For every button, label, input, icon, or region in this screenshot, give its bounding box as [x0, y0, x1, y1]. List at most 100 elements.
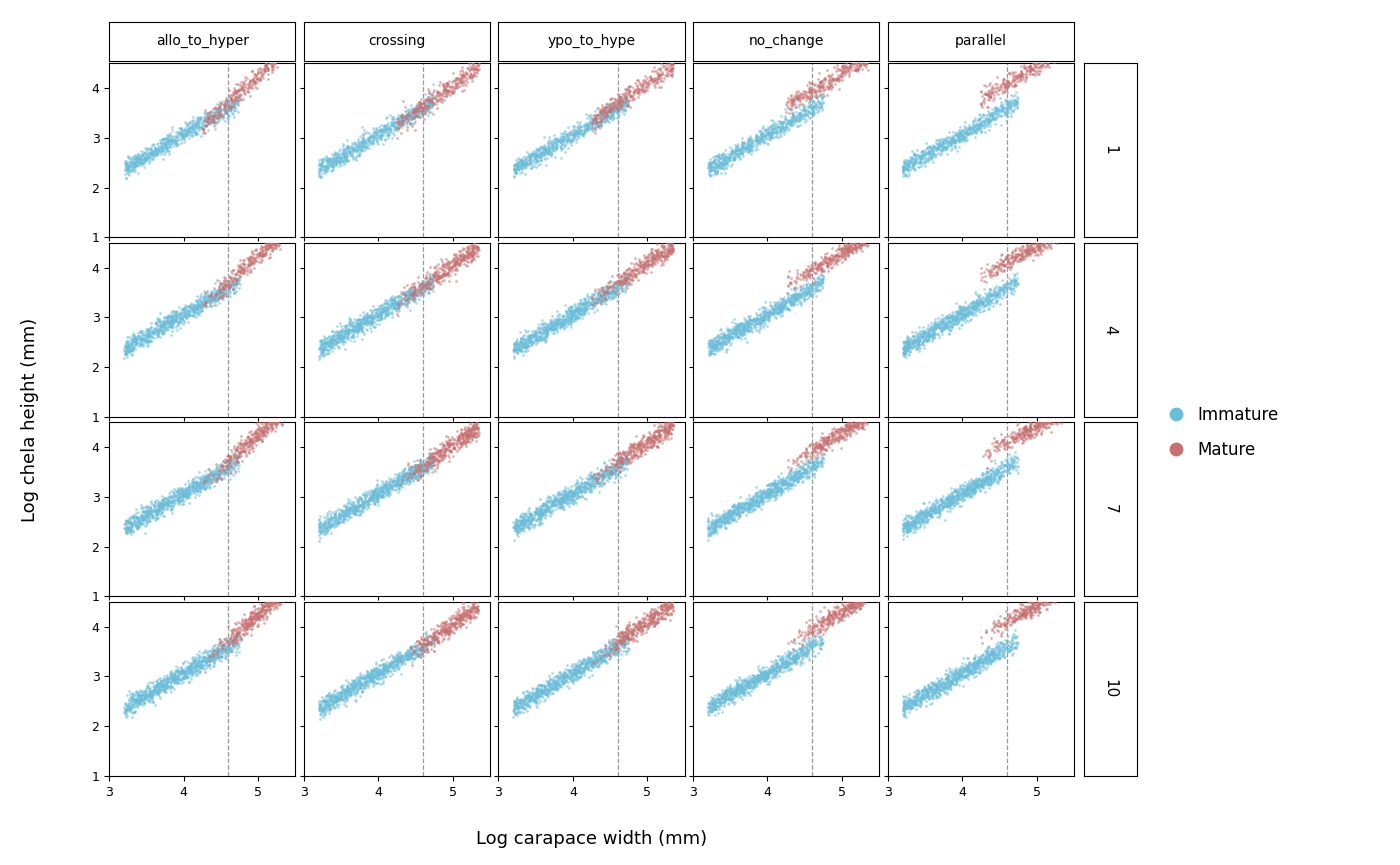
- Point: [552, 668, 574, 682]
- Point: [902, 696, 924, 710]
- Point: [774, 120, 797, 134]
- Point: [916, 505, 938, 519]
- Point: [440, 444, 462, 458]
- Point: [430, 622, 452, 636]
- Point: [617, 636, 640, 650]
- Point: [1014, 601, 1036, 615]
- Point: [897, 696, 920, 710]
- Point: [553, 671, 575, 685]
- Point: [721, 332, 743, 346]
- Point: [241, 432, 263, 446]
- Point: [942, 131, 965, 145]
- Point: [113, 344, 136, 358]
- Point: [309, 333, 332, 347]
- Point: [843, 423, 865, 437]
- Point: [707, 334, 729, 348]
- Point: [979, 478, 1001, 492]
- Point: [832, 420, 854, 434]
- Point: [837, 248, 860, 262]
- Point: [367, 487, 389, 501]
- Point: [941, 674, 963, 688]
- Point: [991, 258, 1014, 272]
- Point: [638, 612, 661, 625]
- Point: [840, 606, 862, 620]
- Point: [266, 42, 288, 56]
- Point: [420, 451, 442, 465]
- Point: [945, 484, 967, 498]
- Point: [577, 477, 599, 491]
- Point: [211, 281, 234, 295]
- Point: [844, 234, 867, 247]
- Point: [963, 120, 986, 134]
- Point: [132, 688, 154, 702]
- Point: [931, 680, 953, 694]
- Point: [608, 96, 630, 110]
- Point: [1011, 253, 1033, 266]
- Point: [396, 647, 419, 661]
- Point: [956, 308, 979, 322]
- Point: [521, 512, 543, 526]
- Point: [143, 502, 165, 516]
- Point: [575, 655, 598, 669]
- Point: [169, 311, 192, 324]
- Point: [938, 131, 960, 145]
- Point: [804, 629, 826, 643]
- Point: [524, 147, 546, 161]
- Point: [125, 692, 147, 706]
- Point: [204, 110, 227, 124]
- Point: [507, 343, 529, 357]
- Point: [535, 500, 557, 514]
- Point: [647, 61, 669, 75]
- Point: [707, 515, 729, 529]
- Point: [553, 131, 575, 145]
- Point: [722, 320, 745, 334]
- Point: [312, 164, 335, 178]
- Point: [176, 121, 199, 135]
- Point: [1004, 640, 1026, 654]
- Point: [634, 618, 657, 632]
- Point: [529, 330, 552, 344]
- Point: [700, 160, 722, 174]
- Point: [396, 477, 419, 490]
- Point: [210, 109, 232, 123]
- Point: [962, 302, 984, 316]
- Point: [704, 517, 727, 531]
- Point: [391, 657, 413, 671]
- Point: [833, 431, 855, 445]
- Point: [543, 316, 566, 330]
- Point: [255, 59, 277, 73]
- Point: [249, 432, 272, 446]
- Point: [115, 340, 137, 354]
- Point: [424, 260, 447, 273]
- Point: [134, 154, 157, 168]
- Point: [917, 153, 939, 167]
- Point: [736, 502, 759, 516]
- Point: [433, 267, 455, 281]
- Point: [374, 121, 396, 135]
- Point: [853, 414, 875, 428]
- Point: [715, 689, 738, 702]
- Point: [162, 675, 185, 689]
- Point: [574, 292, 596, 305]
- Point: [749, 311, 771, 325]
- Point: [937, 670, 959, 684]
- Point: [710, 336, 732, 350]
- Point: [463, 603, 486, 617]
- Point: [269, 401, 291, 415]
- Point: [998, 447, 1021, 461]
- Point: [1036, 594, 1058, 608]
- Point: [413, 284, 435, 298]
- Point: [659, 418, 682, 432]
- Point: [704, 340, 727, 354]
- Point: [594, 296, 616, 310]
- Point: [195, 470, 217, 484]
- Point: [311, 339, 333, 353]
- Point: [181, 480, 203, 494]
- Point: [151, 325, 174, 339]
- Point: [346, 317, 368, 331]
- Point: [980, 81, 1002, 95]
- Point: [221, 99, 244, 112]
- Point: [760, 477, 783, 490]
- Point: [1009, 67, 1032, 81]
- Point: [787, 292, 809, 305]
